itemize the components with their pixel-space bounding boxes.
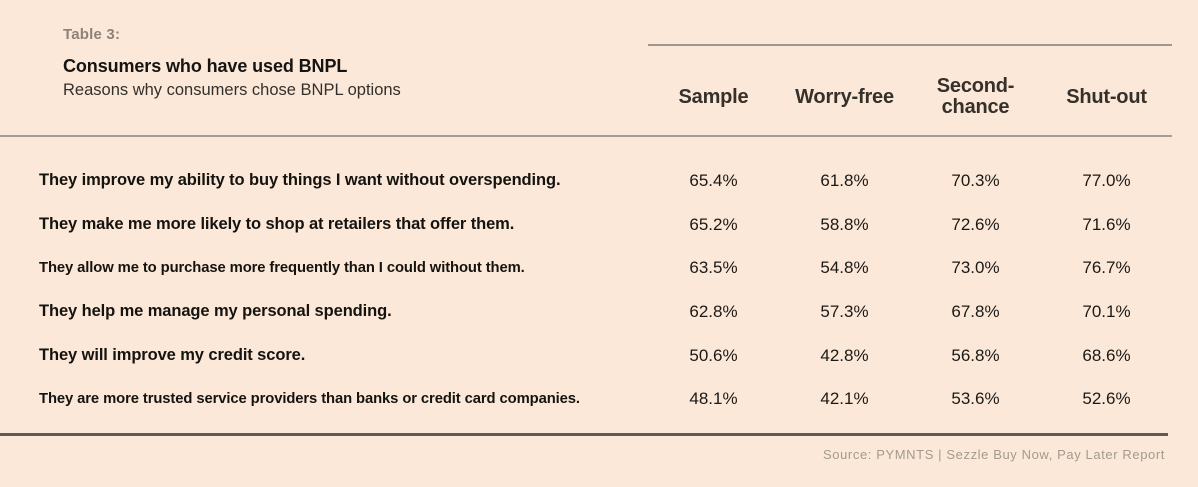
- row-values: 63.5% 54.8% 73.0% 76.7%: [648, 258, 1172, 278]
- table-cell: 42.1%: [820, 389, 869, 409]
- table-cell: 56.8%: [951, 345, 1000, 365]
- table-cell: 65.2%: [689, 214, 738, 234]
- row-label: They make me more likely to shop at reta…: [39, 215, 515, 234]
- table-row: They are more trusted service providers …: [0, 377, 1172, 421]
- table-cell: 54.8%: [820, 258, 869, 278]
- table-cell: 76.7%: [1082, 258, 1131, 278]
- row-label: They are more trusted service providers …: [39, 391, 580, 408]
- table-body: They improve my ability to buy things I …: [0, 159, 1172, 421]
- column-header-second-chance: Second-chance: [936, 75, 1015, 118]
- table-row: They help me manage my personal spending…: [0, 290, 1172, 334]
- row-label: They will improve my credit score.: [39, 346, 306, 365]
- table-cell: 72.6%: [951, 214, 1000, 234]
- figure-subtitle: Reasons why consumers chose BNPL options: [63, 81, 401, 99]
- table-row: They make me more likely to shop at reta…: [0, 203, 1172, 247]
- table-cell: 61.8%: [820, 170, 869, 190]
- row-values: 65.2% 58.8% 72.6% 71.6%: [648, 215, 1172, 235]
- table-cell: 73.0%: [951, 258, 1000, 278]
- row-values: 65.4% 61.8% 70.3% 77.0%: [648, 171, 1172, 191]
- column-header-shut-out: Shut-out: [1066, 85, 1147, 108]
- row-values: 50.6% 42.8% 56.8% 68.6%: [648, 346, 1172, 366]
- table-number: Table 3:: [63, 26, 121, 43]
- table-cell: 68.6%: [1082, 345, 1131, 365]
- source-attribution: Source: PYMNTS | Sezzle Buy Now, Pay Lat…: [822, 447, 1165, 462]
- table-cell: 53.6%: [951, 389, 1000, 409]
- table-cell: 52.6%: [1082, 389, 1131, 409]
- table-cell: 42.8%: [820, 345, 869, 365]
- column-header-sample: Sample: [678, 85, 749, 108]
- footer-rule: [0, 433, 1168, 436]
- table-cell: 62.8%: [689, 301, 738, 321]
- table-cell: 77.0%: [1082, 170, 1131, 190]
- row-label: They improve my ability to buy things I …: [39, 171, 561, 190]
- row-values: 48.1% 42.1% 53.6% 52.6%: [648, 389, 1172, 409]
- table-row: They allow me to purchase more frequentl…: [0, 246, 1172, 290]
- table-cell: 63.5%: [689, 258, 738, 278]
- table-row: They improve my ability to buy things I …: [0, 159, 1172, 203]
- table-cell: 67.8%: [951, 301, 1000, 321]
- row-label: They allow me to purchase more frequentl…: [39, 260, 525, 277]
- row-values: 62.8% 57.3% 67.8% 70.1%: [648, 302, 1172, 322]
- table-cell: 50.6%: [689, 345, 738, 365]
- row-label: They help me manage my personal spending…: [39, 302, 392, 321]
- column-headers: Sample Worry-free Second-chance Shut-out: [648, 58, 1172, 136]
- header-divider-rule: [0, 135, 1172, 137]
- table-row: They will improve my credit score. 50.6%…: [0, 334, 1172, 378]
- column-header-worry-free: Worry-free: [795, 85, 894, 108]
- table-cell: 57.3%: [820, 301, 869, 321]
- table-cell: 65.4%: [689, 170, 738, 190]
- table-cell: 71.6%: [1082, 214, 1131, 234]
- table-cell: 48.1%: [689, 389, 738, 409]
- figure-title: Consumers who have used BNPL: [63, 56, 348, 76]
- table-cell: 70.1%: [1082, 301, 1131, 321]
- header-top-rule: [648, 44, 1172, 46]
- figure-header: Table 3: Consumers who have used BNPL Re…: [63, 26, 401, 100]
- table-cell: 58.8%: [820, 214, 869, 234]
- table-cell: 70.3%: [951, 170, 1000, 190]
